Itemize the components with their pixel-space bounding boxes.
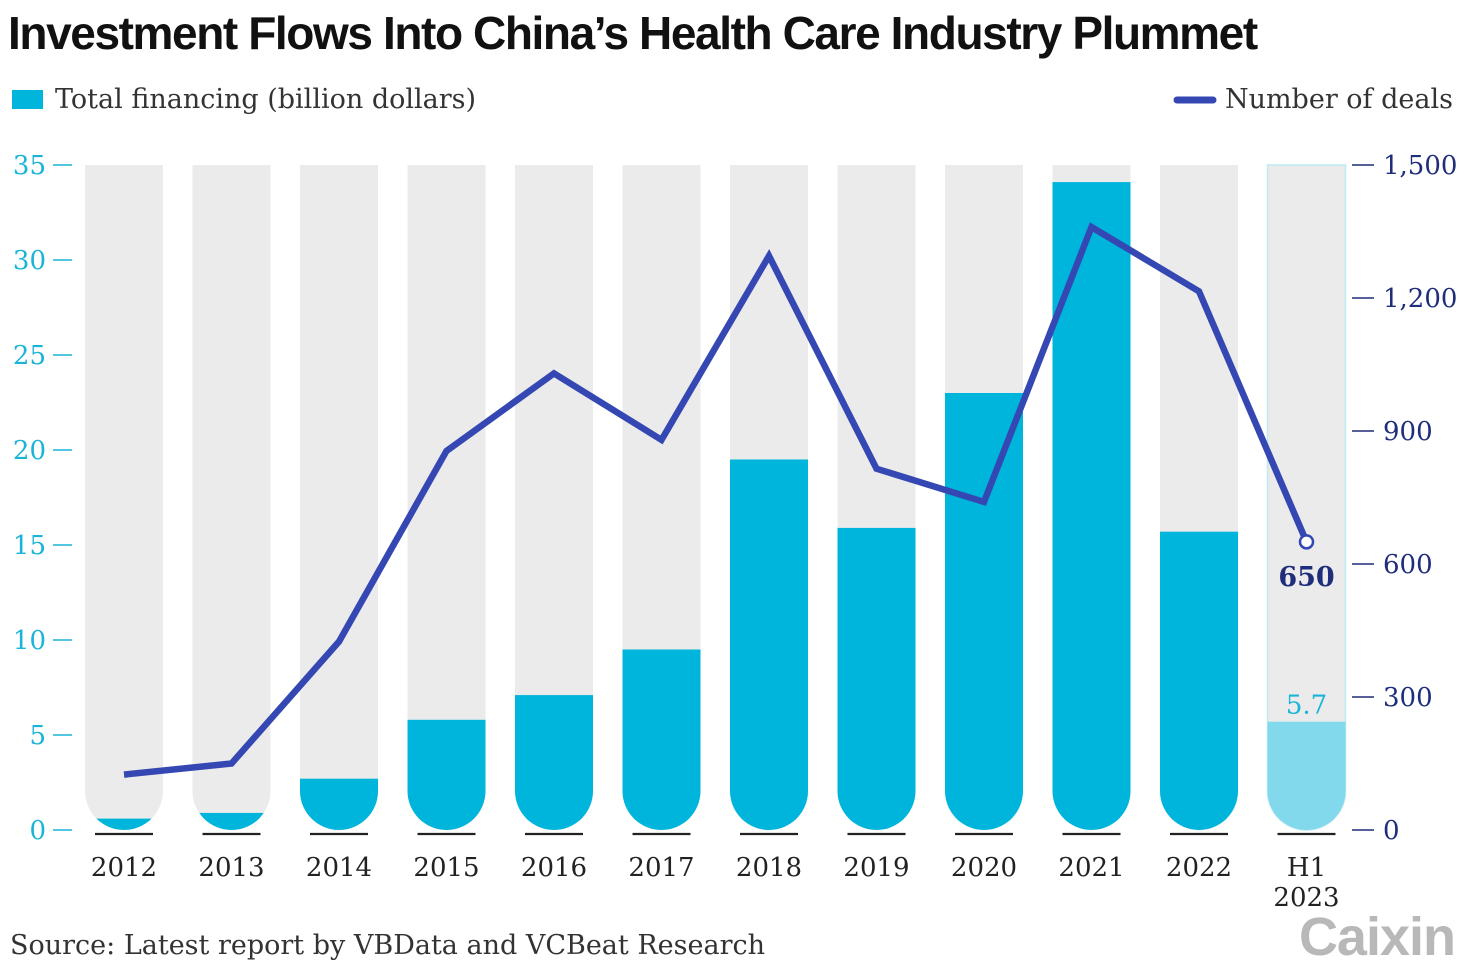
left-axis-tick-label: 0 (29, 816, 46, 846)
right-axis-tick-label: 600 (1383, 550, 1433, 580)
financing-bar (730, 459, 808, 830)
chart-title: Investment Flows Into China’s Health Car… (8, 7, 1258, 59)
legend-bar-swatch (12, 90, 43, 109)
left-axis-tick-label: 15 (13, 531, 46, 561)
legend-line: Number of deals (1173, 84, 1453, 115)
category-label: 2018 (736, 853, 802, 883)
legend-line-label: Number of deals (1224, 84, 1453, 115)
right-axis-tick-label: 300 (1383, 683, 1433, 713)
legend-bars: Total financing (billion dollars) (12, 84, 476, 115)
right-axis-tick-label: 1,200 (1383, 284, 1457, 314)
category-label: 2022 (1166, 853, 1232, 883)
category-label: 2013 (198, 853, 264, 883)
financing-bar (837, 527, 916, 830)
financing-bar (192, 812, 271, 830)
financing-value-label: 5.7 (1286, 691, 1327, 721)
legend-line-swatch (1173, 96, 1217, 103)
bar-track (192, 165, 271, 830)
category-label: 2019 (843, 853, 909, 883)
left-axis-tick-label: 30 (13, 246, 46, 276)
category-label: 2020 (951, 853, 1017, 883)
financing-bar (1052, 182, 1131, 830)
right-axis-tick-label: 0 (1383, 816, 1400, 846)
financing-bar (1160, 531, 1238, 830)
legend-bar-label: Total financing (billion dollars) (55, 84, 477, 115)
right-axis-tick-label: 1,500 (1383, 151, 1457, 181)
financing-bar (515, 695, 593, 830)
left-axis-tick-label: 35 (13, 151, 46, 181)
left-axis-tick-label: 10 (13, 626, 46, 656)
bar-track (300, 165, 378, 830)
left-axis-tick-label: 20 (13, 436, 46, 466)
category-label: 2012 (91, 853, 157, 883)
deals-end-point (1298, 534, 1315, 550)
category-label: H1 (1287, 853, 1326, 883)
bar-track (515, 165, 593, 830)
bar-track (85, 165, 163, 830)
source-note: Source: Latest report by VBData and VCBe… (10, 930, 765, 961)
right-axis-tick-label: 900 (1383, 417, 1433, 447)
category-label: 2023 (1273, 883, 1339, 913)
financing-bar (85, 818, 163, 830)
category-label: 2015 (413, 853, 479, 883)
financing-bar (1267, 721, 1346, 830)
left-axis-tick-label: 25 (13, 341, 46, 371)
category-label: 2014 (306, 853, 372, 883)
financing-bar (622, 649, 701, 830)
category-label: 2016 (521, 853, 587, 883)
deals-value-label: 650 (1278, 562, 1334, 593)
financing-bar (300, 778, 378, 830)
financing-bar (945, 393, 1023, 830)
category-label: 2017 (628, 853, 694, 883)
caixin-logo: Caixin (1298, 907, 1456, 967)
category-label: 2021 (1058, 853, 1124, 883)
deals-line (123, 222, 1310, 778)
bar-track (407, 165, 486, 830)
left-axis-tick-label: 5 (29, 721, 46, 751)
financing-bar (407, 719, 486, 830)
